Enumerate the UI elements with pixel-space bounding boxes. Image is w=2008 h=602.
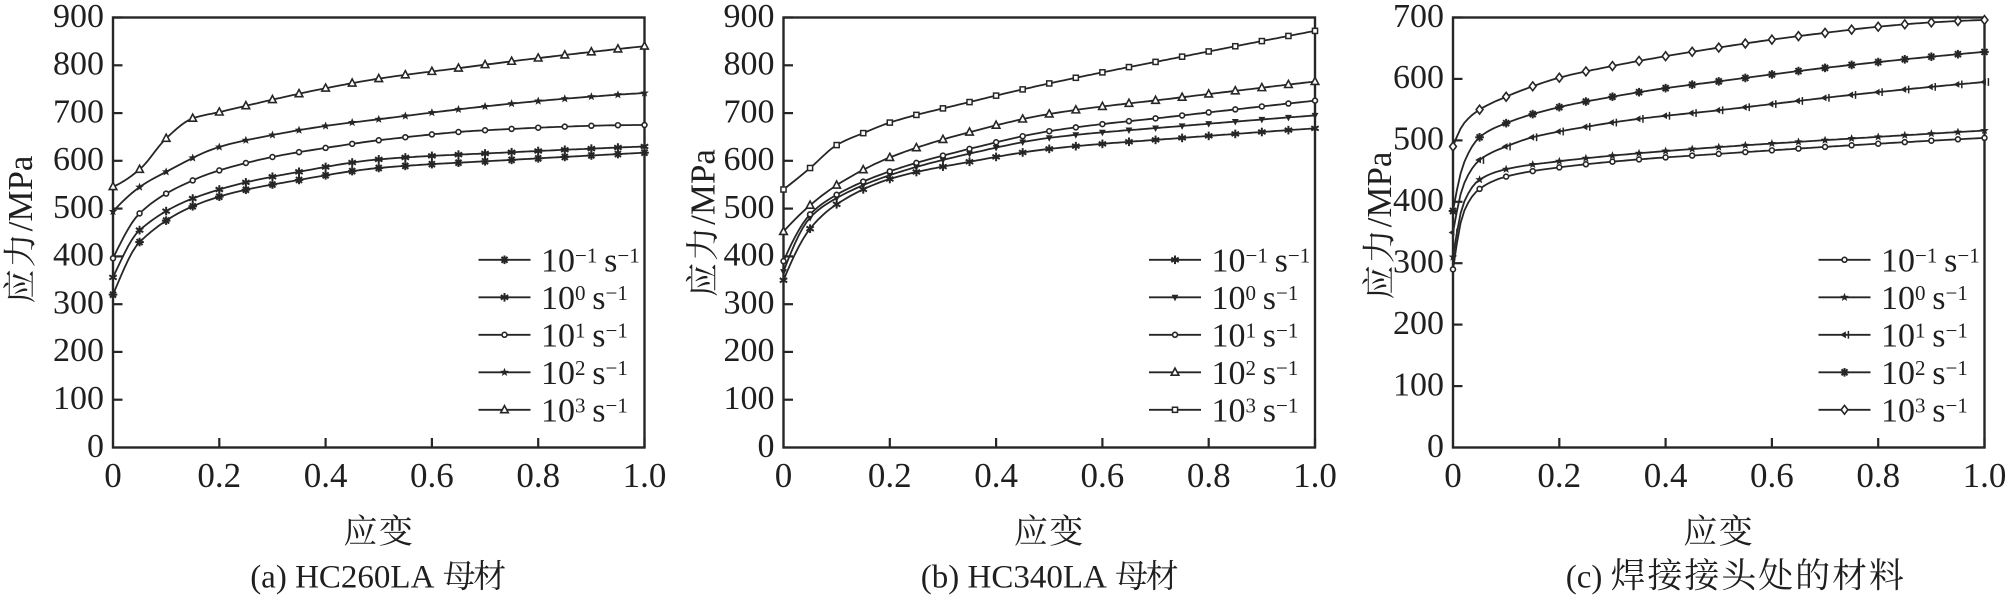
svg-text:900: 900 bbox=[53, 0, 104, 35]
svg-text:0.2: 0.2 bbox=[197, 456, 241, 495]
svg-text:500: 500 bbox=[1393, 121, 1444, 158]
svg-text:102 s−1: 102 s−1 bbox=[541, 355, 628, 392]
svg-text:0.4: 0.4 bbox=[974, 456, 1018, 495]
svg-text:0.6: 0.6 bbox=[1081, 456, 1125, 495]
svg-text:0.6: 0.6 bbox=[1750, 456, 1794, 495]
svg-text:600: 600 bbox=[724, 141, 775, 178]
svg-text:(c): (c) bbox=[1566, 560, 1603, 596]
svg-text:0.8: 0.8 bbox=[1856, 456, 1900, 495]
svg-text:100: 100 bbox=[1393, 366, 1444, 403]
svg-text:/MPa: /MPa bbox=[1360, 151, 1399, 227]
svg-text:0.8: 0.8 bbox=[516, 456, 560, 495]
svg-text:700: 700 bbox=[724, 93, 775, 130]
svg-text:200: 200 bbox=[724, 332, 775, 369]
svg-text:100: 100 bbox=[53, 380, 104, 417]
svg-text:100 s−1: 100 s−1 bbox=[1881, 280, 1968, 317]
svg-text:200: 200 bbox=[1393, 305, 1444, 342]
svg-text:300: 300 bbox=[53, 285, 104, 322]
svg-text:/MPa: /MPa bbox=[1, 155, 40, 231]
svg-text:400: 400 bbox=[724, 237, 775, 274]
svg-text:(b) HC340LA: (b) HC340LA bbox=[921, 560, 1107, 596]
svg-text:0.2: 0.2 bbox=[1537, 456, 1581, 495]
svg-text:100: 100 bbox=[724, 380, 775, 417]
svg-text:800: 800 bbox=[53, 46, 104, 83]
svg-text:300: 300 bbox=[1393, 244, 1444, 281]
svg-text:10−1 s−1: 10−1 s−1 bbox=[1881, 242, 1980, 279]
svg-text:0: 0 bbox=[104, 456, 122, 495]
svg-text:1.0: 1.0 bbox=[1293, 456, 1337, 495]
svg-text:1.0: 1.0 bbox=[1963, 456, 2007, 495]
svg-text:500: 500 bbox=[53, 189, 104, 226]
svg-text:800: 800 bbox=[724, 46, 775, 83]
svg-text:0: 0 bbox=[1444, 456, 1462, 495]
svg-text:/MPa: /MPa bbox=[684, 149, 723, 225]
svg-text:400: 400 bbox=[53, 237, 104, 274]
svg-text:0.2: 0.2 bbox=[868, 456, 912, 495]
svg-text:1.0: 1.0 bbox=[623, 456, 667, 495]
svg-text:0: 0 bbox=[775, 456, 793, 495]
svg-text:200: 200 bbox=[53, 332, 104, 369]
svg-text:600: 600 bbox=[1393, 59, 1444, 96]
svg-text:0: 0 bbox=[87, 428, 104, 465]
svg-text:500: 500 bbox=[724, 189, 775, 226]
svg-text:300: 300 bbox=[724, 285, 775, 322]
svg-text:400: 400 bbox=[1393, 182, 1444, 219]
svg-text:0.4: 0.4 bbox=[304, 456, 348, 495]
svg-text:0.4: 0.4 bbox=[1644, 456, 1688, 495]
svg-text:0.8: 0.8 bbox=[1187, 456, 1231, 495]
svg-text:900: 900 bbox=[724, 0, 775, 35]
svg-text:0: 0 bbox=[758, 428, 775, 465]
svg-text:(a) HC260LA: (a) HC260LA bbox=[250, 560, 434, 596]
svg-text:0: 0 bbox=[1427, 428, 1444, 465]
svg-text:0.6: 0.6 bbox=[410, 456, 454, 495]
svg-text:700: 700 bbox=[1393, 0, 1444, 35]
svg-text:600: 600 bbox=[53, 141, 104, 178]
svg-text:700: 700 bbox=[53, 93, 104, 130]
